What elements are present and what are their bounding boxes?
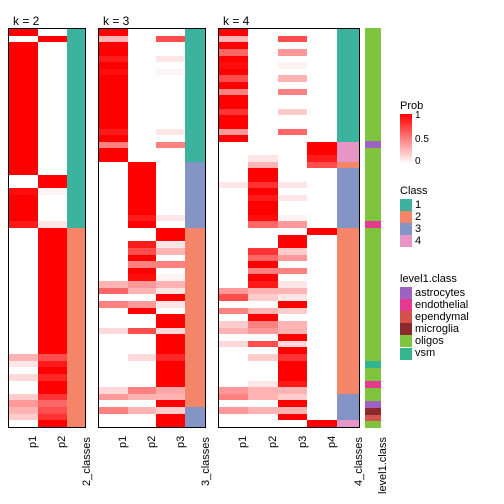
annotation-label: 3_classes — [200, 437, 212, 486]
column-label: p3 — [175, 436, 187, 448]
annotation-column — [185, 29, 205, 427]
column-label: p1 — [117, 436, 129, 448]
column-label: p3 — [297, 436, 309, 448]
legend-title: Class — [400, 185, 428, 197]
level1-label: level1.class — [377, 437, 389, 494]
heatmap-panel: k = 3 — [98, 28, 206, 428]
legend-class: Class 1234 — [400, 185, 428, 247]
heatmap-panel: k = 2 — [8, 28, 86, 428]
heatmap-column — [278, 29, 307, 427]
column-label: p1 — [27, 436, 39, 448]
column-label: p4 — [326, 436, 338, 448]
panel-title: k = 3 — [103, 14, 129, 28]
legend-item: 2 — [400, 211, 428, 223]
heatmap-column — [307, 29, 336, 427]
legend-item: 4 — [400, 235, 428, 247]
annotation-column — [67, 29, 85, 427]
annotation-column — [337, 29, 359, 427]
legend-item: astrocytes — [400, 287, 469, 299]
heatmap-column — [248, 29, 277, 427]
heatmap-panel: k = 4 — [218, 28, 360, 428]
legend-prob: Prob 10.50 — [400, 100, 436, 164]
column-label: p2 — [146, 436, 158, 448]
legend-item: microglia — [400, 323, 469, 335]
legend-title: level1.class — [400, 273, 469, 285]
column-label: p1 — [237, 436, 249, 448]
level1-strip — [365, 28, 381, 428]
legend-item: oligos — [400, 335, 469, 347]
legend-item: vsm — [400, 347, 469, 359]
annotation-label: 2_classes — [81, 437, 93, 486]
heatmap-column — [99, 29, 128, 427]
legend-item: 1 — [400, 199, 428, 211]
heatmap-column — [128, 29, 157, 427]
heatmap-column — [219, 29, 248, 427]
panel-title: k = 4 — [223, 14, 249, 28]
legend-item: ependymal — [400, 311, 469, 323]
legend-item: endothelial — [400, 299, 469, 311]
legend-item: 3 — [400, 223, 428, 235]
heatmap-column — [156, 29, 185, 427]
heatmap-column — [9, 29, 38, 427]
heatmap-column — [38, 29, 67, 427]
column-label: p2 — [267, 436, 279, 448]
annotation-column — [365, 28, 381, 428]
legend-level1: level1.class astrocytesendothelialependym… — [400, 273, 469, 360]
annotation-label: 4_classes — [353, 437, 365, 486]
prob-gradient — [400, 114, 412, 164]
column-label: p2 — [56, 436, 68, 448]
panel-title: k = 2 — [13, 14, 39, 28]
